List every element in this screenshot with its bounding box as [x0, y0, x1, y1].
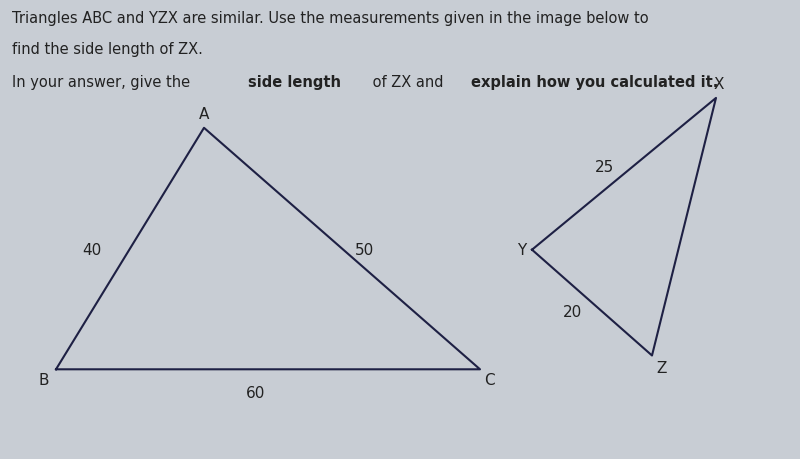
Text: Y: Y: [517, 243, 526, 257]
Text: 20: 20: [562, 305, 582, 319]
Text: A: A: [199, 107, 209, 122]
Text: 50: 50: [354, 243, 374, 257]
Text: of ZX and: of ZX and: [368, 74, 448, 90]
Text: explain how you calculated it.: explain how you calculated it.: [471, 74, 718, 90]
Text: 25: 25: [594, 160, 614, 175]
Text: B: B: [38, 372, 49, 387]
Text: Z: Z: [656, 360, 666, 375]
Text: Triangles ABC and YZX are similar. Use the measurements given in the image below: Triangles ABC and YZX are similar. Use t…: [12, 11, 649, 27]
Text: C: C: [484, 372, 495, 387]
Text: find the side length of ZX.: find the side length of ZX.: [12, 42, 203, 57]
Text: 40: 40: [82, 243, 102, 257]
Text: In your answer, give the: In your answer, give the: [12, 74, 194, 90]
Text: side length: side length: [248, 74, 341, 90]
Text: 60: 60: [246, 385, 266, 400]
Text: X: X: [714, 77, 724, 92]
